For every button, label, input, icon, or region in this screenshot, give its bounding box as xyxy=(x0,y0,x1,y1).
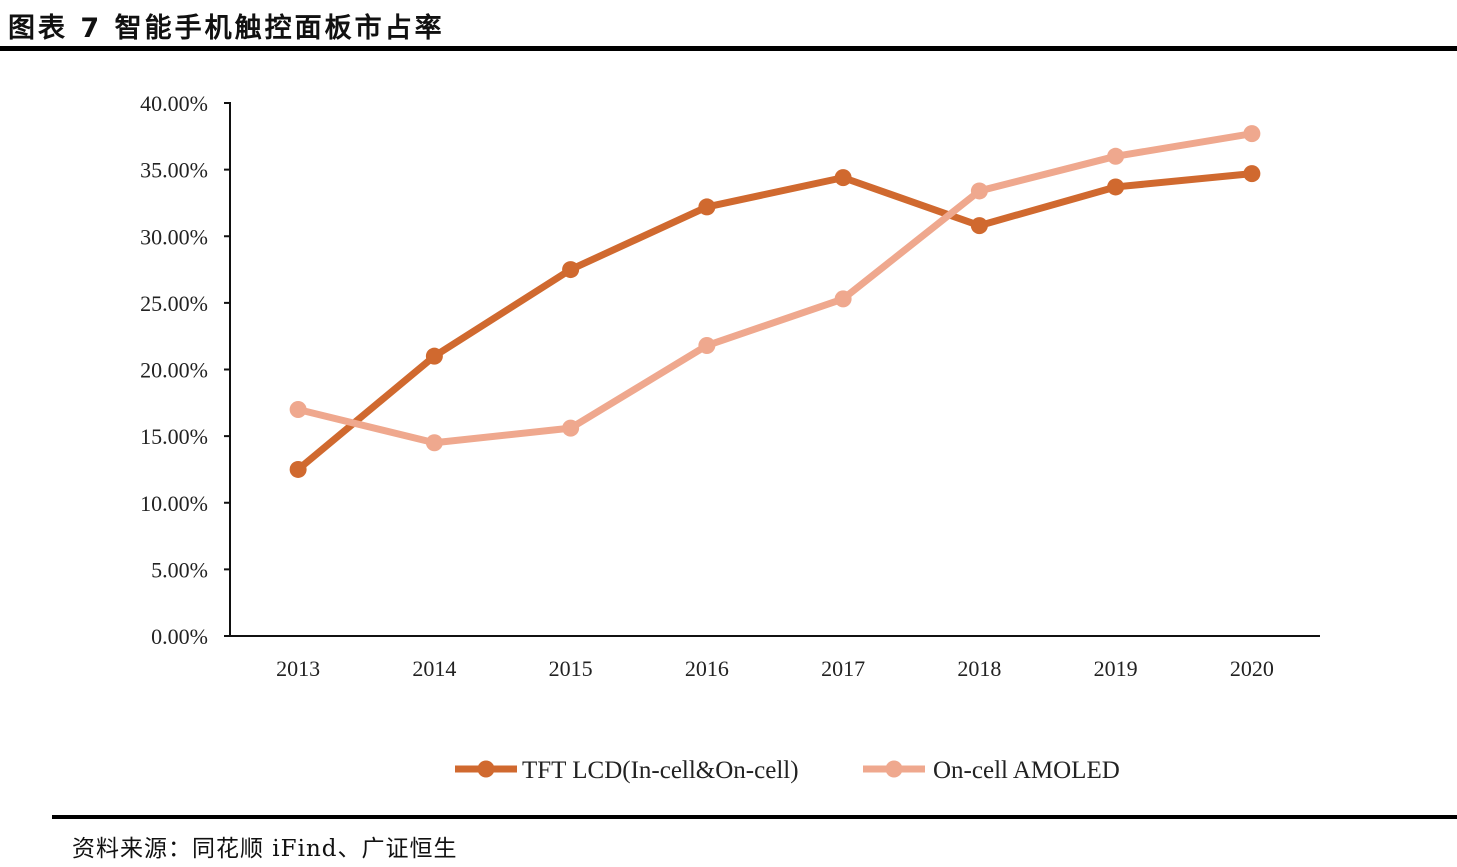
legend-label: TFT LCD(In-cell&On-cell) xyxy=(522,757,799,784)
data-point xyxy=(289,400,307,418)
data-point xyxy=(1107,178,1125,196)
bottom-rule xyxy=(52,815,1457,819)
y-tick-label: 15.00% xyxy=(140,424,208,449)
data-point xyxy=(562,419,580,437)
y-tick-label: 10.00% xyxy=(140,491,208,516)
legend-marker xyxy=(885,760,903,778)
data-point xyxy=(562,261,580,279)
data-point xyxy=(289,460,307,478)
legend-entry-1: TFT LCD(In-cell&On-cell) xyxy=(455,757,799,784)
series-line xyxy=(294,170,1256,473)
data-point xyxy=(425,347,443,365)
series-line xyxy=(294,130,1256,447)
series-1 xyxy=(289,165,1261,478)
x-tick-label: 2013 xyxy=(276,656,320,681)
x-tick-label: 2019 xyxy=(1094,656,1138,681)
data-point xyxy=(425,434,443,452)
x-axis: 2013 2014 2015 2016 2017 2018 2019 2020 xyxy=(230,635,1320,681)
legend: TFT LCD(In-cell&On-cell) On-cell AMOLED xyxy=(455,757,1120,784)
data-point xyxy=(834,169,852,187)
data-point xyxy=(698,337,716,355)
y-axis: 0.00% 5.00% 10.00% 15.00% 20.00% 25.00% 30.00%… xyxy=(140,91,231,649)
legend-marker xyxy=(477,760,495,778)
figure-title: 图表 7 智能手机触控面板市占率 xyxy=(8,13,445,44)
data-point xyxy=(698,198,716,216)
source-note: 资料来源：同花顺 iFind、广证恒生 xyxy=(72,836,458,862)
data-point xyxy=(1243,165,1261,183)
y-tick-label: 30.00% xyxy=(140,224,208,249)
data-point xyxy=(970,182,988,200)
x-tick-label: 2020 xyxy=(1230,656,1274,681)
x-tick-label: 2018 xyxy=(957,656,1001,681)
data-point xyxy=(1243,125,1261,143)
legend-entry-2: On-cell AMOLED xyxy=(863,757,1120,784)
x-tick-label: 2014 xyxy=(412,656,456,681)
y-tick-label: 20.00% xyxy=(140,358,208,383)
data-point xyxy=(1107,147,1125,165)
x-tick-label: 2015 xyxy=(549,656,593,681)
top-rule xyxy=(0,46,1457,51)
y-tick-label: 35.00% xyxy=(140,158,208,183)
x-tick-label: 2017 xyxy=(821,656,865,681)
data-point xyxy=(970,217,988,235)
series-layer xyxy=(289,125,1261,478)
y-tick-label: 0.00% xyxy=(151,624,208,649)
y-tick-label: 5.00% xyxy=(151,557,208,582)
y-tick-label: 40.00% xyxy=(140,91,208,116)
legend-label: On-cell AMOLED xyxy=(933,757,1120,784)
x-tick-label: 2016 xyxy=(685,656,729,681)
data-point xyxy=(834,290,852,308)
series-2 xyxy=(289,125,1261,452)
y-tick-label: 25.00% xyxy=(140,291,208,316)
